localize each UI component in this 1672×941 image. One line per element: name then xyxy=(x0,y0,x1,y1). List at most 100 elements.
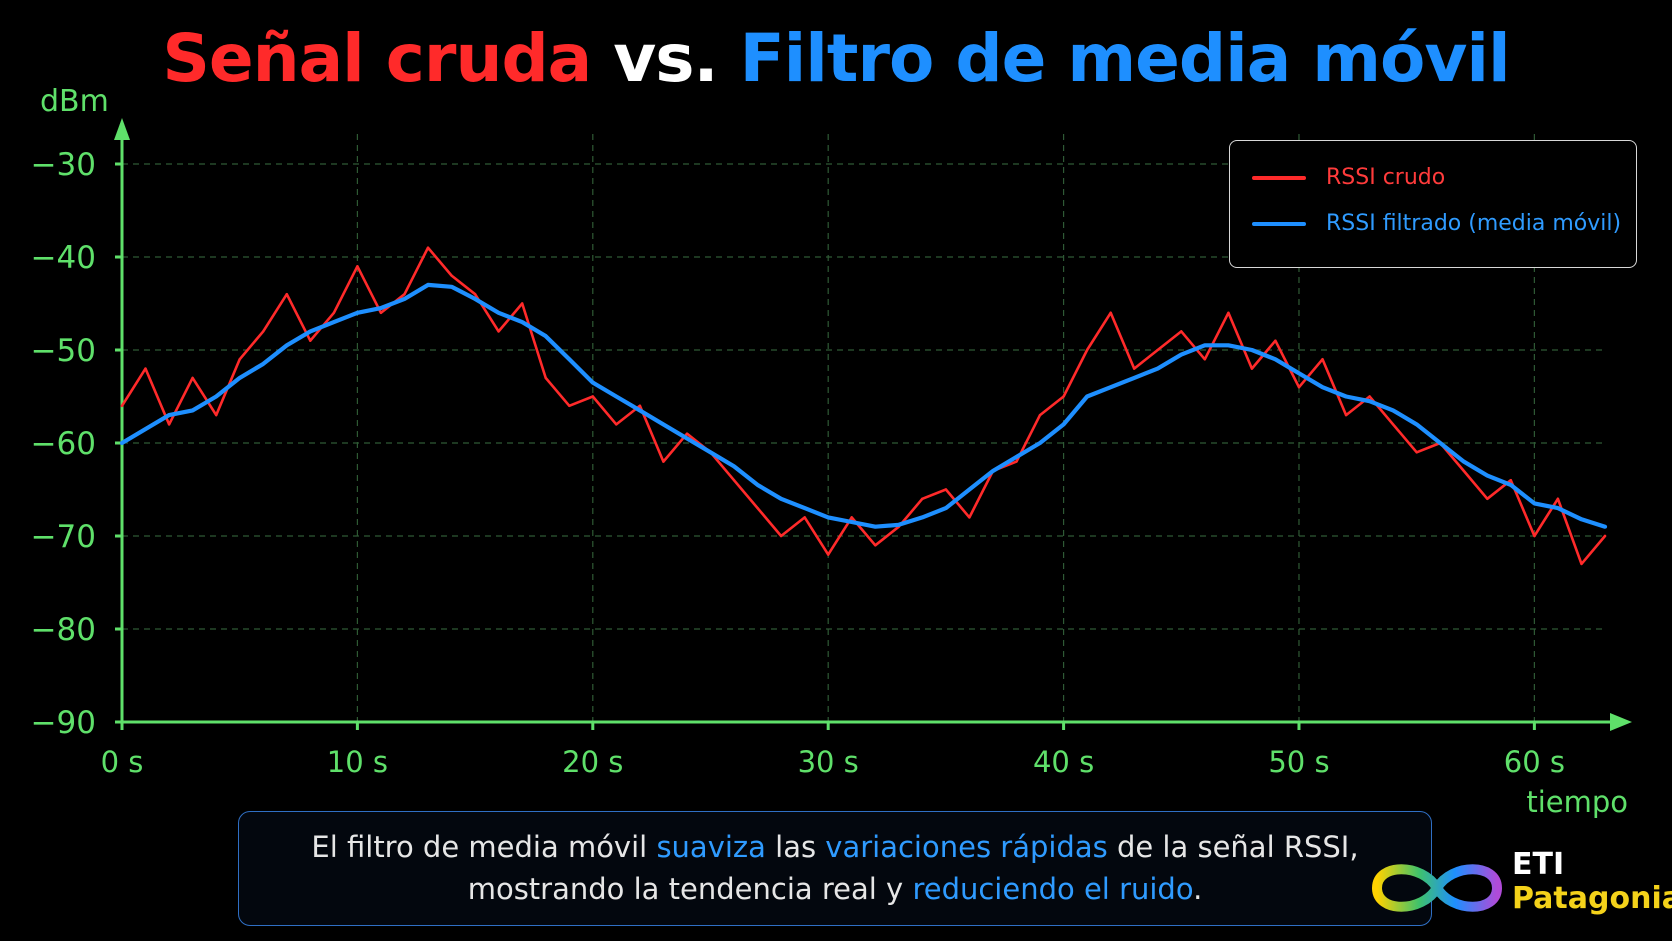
legend-label-filtered: RSSI filtrado (media móvil) xyxy=(1326,211,1622,236)
data-point-filtered xyxy=(262,362,265,366)
data-point-raw xyxy=(450,274,453,277)
y-tick-label: −50 xyxy=(31,333,96,369)
data-point-filtered xyxy=(379,306,383,310)
data-point-raw xyxy=(521,302,524,305)
caption-box: El filtro de media móvil suaviza las var… xyxy=(238,811,1432,926)
data-point-filtered xyxy=(1439,441,1442,445)
data-point-filtered xyxy=(1180,353,1183,356)
data-point-raw xyxy=(591,395,594,398)
caption-text: de la señal RSSI, xyxy=(1107,830,1359,864)
x-axis-label: tiempo xyxy=(1526,785,1628,819)
data-point-raw xyxy=(473,293,477,296)
data-point-filtered xyxy=(356,311,359,314)
data-point-raw xyxy=(120,404,124,407)
data-point-raw xyxy=(497,330,500,333)
data-point-raw xyxy=(1486,497,1489,500)
data-point-raw xyxy=(1344,413,1348,417)
data-point-raw xyxy=(426,246,430,249)
chart-title: Señal cruda vs. Filtro de media móvil xyxy=(0,20,1672,97)
data-point-filtered xyxy=(120,441,124,445)
data-point-filtered xyxy=(1509,483,1513,487)
y-tick-label: −80 xyxy=(31,612,96,648)
y-axis-label: dBm xyxy=(40,84,109,119)
legend-item-raw: RSSI crudo xyxy=(1252,165,1445,190)
data-point-raw xyxy=(1038,413,1042,417)
data-point-raw xyxy=(1062,395,1065,398)
infinity-logo-icon xyxy=(1371,864,1503,912)
caption-text: mostrando la tendencia real y xyxy=(467,872,913,906)
x-tick-label: 30 s xyxy=(798,745,859,779)
x-tick-label: 40 s xyxy=(1033,745,1094,779)
data-point-filtered xyxy=(1227,344,1230,347)
data-point-raw xyxy=(921,497,924,500)
data-point-filtered xyxy=(450,285,453,288)
data-point-filtered xyxy=(615,395,618,398)
data-point-raw xyxy=(1580,562,1583,566)
data-point-filtered xyxy=(591,381,594,384)
caption-highlight: reduciendo el ruido xyxy=(912,872,1194,906)
data-point-filtered xyxy=(921,516,924,519)
data-point-raw xyxy=(356,265,359,268)
data-point-raw xyxy=(779,534,783,538)
data-point-filtered xyxy=(1109,386,1112,389)
data-point-raw xyxy=(968,516,971,519)
data-point-filtered xyxy=(1391,409,1395,412)
data-point-raw xyxy=(944,488,948,491)
data-point-raw xyxy=(332,311,336,314)
data-point-filtered xyxy=(874,525,877,528)
data-point-filtered xyxy=(521,320,524,324)
data-point-raw xyxy=(191,376,194,380)
title-moving-average: Filtro de media móvil xyxy=(739,20,1511,97)
data-point-raw xyxy=(1250,367,1254,370)
data-point-filtered xyxy=(1344,395,1348,398)
data-point-raw xyxy=(1533,534,1536,538)
data-point-filtered xyxy=(285,344,288,347)
data-point-filtered xyxy=(497,311,500,314)
data-point-raw xyxy=(756,506,759,510)
eti-patagonia-logo: ETI Patagonia xyxy=(1362,848,1672,928)
data-point-filtered xyxy=(850,520,853,524)
data-point-raw xyxy=(1509,479,1513,482)
data-point-filtered xyxy=(1297,372,1301,375)
data-point-filtered xyxy=(1015,455,1018,459)
title-raw-signal: Señal cruda xyxy=(162,20,592,97)
data-point-filtered xyxy=(1085,395,1089,398)
data-point-filtered xyxy=(662,423,665,426)
x-axis-arrow-icon xyxy=(1610,713,1632,731)
logo-text-eti: ETI xyxy=(1512,847,1565,882)
caption-highlight: variaciones rápidas xyxy=(825,830,1108,864)
data-point-raw xyxy=(1556,497,1560,500)
data-point-filtered xyxy=(991,469,995,473)
data-point-filtered xyxy=(1533,502,1536,505)
data-point-raw xyxy=(403,293,406,296)
caption-highlight: suaviza xyxy=(656,830,766,864)
data-point-filtered xyxy=(732,465,736,468)
data-point-raw xyxy=(262,330,265,333)
caption-line-1: El filtro de media móvil suaviza las var… xyxy=(239,826,1431,868)
caption-text: las xyxy=(765,830,826,864)
data-point-raw xyxy=(662,460,665,463)
data-point-raw xyxy=(732,479,736,482)
y-tick-label: −40 xyxy=(31,240,96,276)
data-point-filtered xyxy=(1062,423,1065,426)
data-point-filtered xyxy=(1415,423,1418,426)
data-point-raw xyxy=(1109,311,1112,314)
data-point-filtered xyxy=(968,488,971,491)
data-point-filtered xyxy=(1462,460,1466,463)
data-point-raw xyxy=(1297,386,1301,389)
data-point-filtered xyxy=(779,497,783,500)
data-point-raw xyxy=(803,516,806,519)
data-point-raw xyxy=(1156,348,1159,352)
legend: RSSI crudo RSSI filtrado (media móvil) xyxy=(1229,140,1637,268)
data-point-filtered xyxy=(309,330,312,333)
data-point-raw xyxy=(1415,451,1418,454)
data-point-filtered xyxy=(1556,506,1560,510)
data-point-filtered xyxy=(827,516,830,519)
data-point-filtered xyxy=(473,297,477,301)
data-point-filtered xyxy=(1203,344,1207,347)
data-point-filtered xyxy=(167,413,171,417)
x-tick-label: 50 s xyxy=(1268,745,1329,779)
legend-item-filtered: RSSI filtrado (media móvil) xyxy=(1252,211,1621,236)
data-point-raw xyxy=(1203,358,1207,361)
data-point-raw xyxy=(568,404,571,407)
